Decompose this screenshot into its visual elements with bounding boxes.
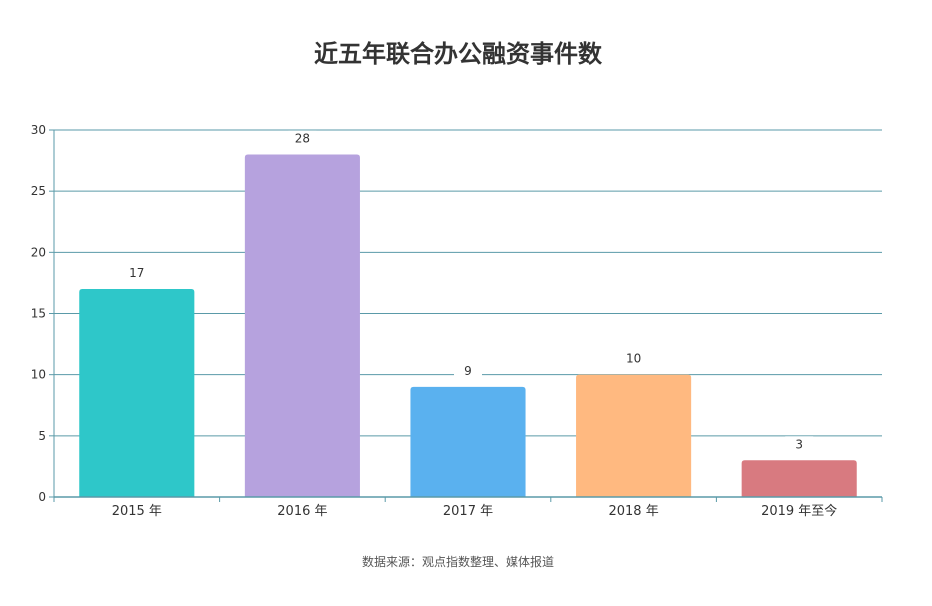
x-category-label: 2019 年至今 <box>761 503 837 519</box>
y-tick-label: 25 <box>31 184 46 198</box>
value-label: 28 <box>295 131 310 145</box>
value-label-background <box>785 436 814 453</box>
y-tick-label: 30 <box>31 123 46 137</box>
x-category-label: 2017 年 <box>443 504 493 519</box>
chart-title: 近五年联合办公融资事件数 <box>314 40 603 68</box>
x-category-label: 2018 年 <box>608 504 658 519</box>
x-category-label: 2016 年 <box>277 504 327 519</box>
value-label: 17 <box>129 266 144 280</box>
bar <box>79 289 195 497</box>
bar <box>410 386 526 497</box>
value-label-background <box>122 265 151 282</box>
value-label: 9 <box>464 364 472 378</box>
bar <box>244 154 360 497</box>
value-label-background <box>288 130 317 147</box>
axes <box>49 129 883 502</box>
source-note: 数据来源：观点指数整理、媒体报道 <box>362 554 554 569</box>
value-label: 10 <box>626 352 641 366</box>
value-label: 3 <box>795 437 803 451</box>
bar <box>741 460 857 497</box>
value-label-background <box>619 350 648 367</box>
y-tick-label: 10 <box>31 368 46 382</box>
x-category-label: 2015 年 <box>112 504 162 519</box>
y-tick-label: 20 <box>31 245 46 259</box>
value-label-background <box>454 362 482 379</box>
y-tick-label: 0 <box>38 490 46 504</box>
bar <box>576 374 692 497</box>
bars <box>79 154 857 497</box>
y-tick-label: 15 <box>31 307 46 321</box>
y-tick-label: 5 <box>38 429 46 443</box>
labels: 0 5 10 15 20 25 30 17 2015 年 28 2016 年 9 2017 年 10 201… <box>31 123 838 519</box>
